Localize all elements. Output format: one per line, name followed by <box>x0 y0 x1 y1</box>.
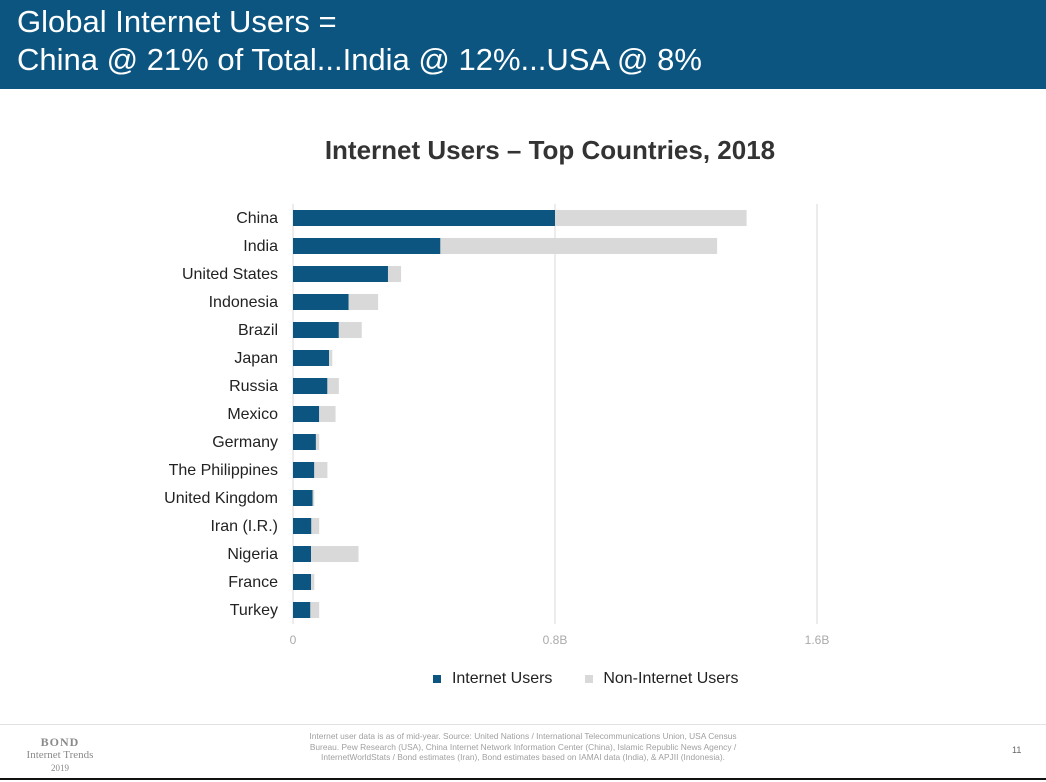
bar-non-internet-users-germany <box>315 434 320 450</box>
category-label-nigeria: Nigeria <box>227 546 278 563</box>
bar-non-internet-users-nigeria <box>311 546 359 562</box>
bar-internet-users-china <box>293 210 555 226</box>
footer-divider <box>0 724 1046 725</box>
bar-internet-users-the-philippines <box>293 462 315 478</box>
bar-non-internet-users-mexico <box>319 406 336 422</box>
bar-internet-users-nigeria <box>293 546 312 562</box>
bar-non-internet-users-the-philippines <box>314 462 328 478</box>
bar-non-internet-users-brazil <box>338 322 362 338</box>
brand-name: BOND <box>40 735 80 749</box>
x-tick-label-0: 0 <box>290 633 297 647</box>
chart-title: Internet Users – Top Countries, 2018 <box>324 135 776 165</box>
bar-non-internet-users-russia <box>327 378 339 394</box>
bar-non-internet-users-france <box>311 574 315 590</box>
category-label-russia: Russia <box>229 378 278 395</box>
category-label-united-kingdom: United Kingdom <box>164 490 278 507</box>
category-label-the-philippines: The Philippines <box>169 462 278 479</box>
legend-item-internet-users: Internet Users <box>433 670 552 688</box>
bar-non-internet-users-indonesia <box>348 294 379 310</box>
category-label-japan: Japan <box>234 350 278 367</box>
bar-internet-users-brazil <box>293 322 339 338</box>
bar-internet-users-iran-i-r <box>293 518 312 534</box>
legend-swatch-internet-users <box>433 675 442 683</box>
slide-title-line-2: China @ 21% of Total...India @ 12%...USA… <box>17 42 702 77</box>
bar-internet-users-united-states <box>293 266 388 282</box>
legend-swatch-non-internet-users <box>584 675 593 683</box>
legend-label-non-internet-users: Non-Internet Users <box>603 670 739 687</box>
bar-internet-users-germany <box>293 434 316 450</box>
bar-internet-users-indonesia <box>293 294 349 310</box>
category-label-iran-i-r: Iran (I.R.) <box>210 518 278 535</box>
source-note-line-1: Internet user data is as of mid-year. So… <box>309 731 737 741</box>
category-label-united-states: United States <box>182 266 278 283</box>
category-label-indonesia: Indonesia <box>209 294 278 311</box>
bar-internet-users-turkey <box>293 602 311 618</box>
category-label-turkey: Turkey <box>230 602 278 619</box>
category-label-brazil: Brazil <box>238 322 278 339</box>
bar-internet-users-france <box>293 574 312 590</box>
bar-internet-users-india <box>293 238 441 254</box>
category-label-germany: Germany <box>212 434 278 451</box>
chart-legend: Internet Users Non-Internet Users <box>0 670 1046 688</box>
bottom-border <box>0 778 1046 780</box>
bar-internet-users-united-kingdom <box>293 490 313 506</box>
brand-logo: BOND Internet Trends 2019 <box>18 736 102 775</box>
slide-header: Global Internet Users = China @ 21% of T… <box>0 0 1046 89</box>
x-tick-label-1: 0.8B <box>543 633 568 647</box>
legend-label-internet-users: Internet Users <box>451 670 553 687</box>
legend-item-non-internet-users: Non-Internet Users <box>584 670 739 688</box>
source-note-line-3: InternetWorldStats / Bond estimates (Ira… <box>321 752 725 762</box>
page-number: 11 <box>1012 745 1022 755</box>
brand-subtitle: Internet Trends <box>26 749 94 761</box>
category-label-china: China <box>236 210 278 227</box>
bar-non-internet-users-japan <box>329 350 333 366</box>
source-note-line-2: Bureau. Pew Research (USA), China Intern… <box>309 741 737 752</box>
bar-internet-users-mexico <box>293 406 320 422</box>
bar-non-internet-users-china <box>555 210 747 226</box>
source-note: Internet user data is as of mid-year. So… <box>250 731 796 763</box>
bar-internet-users-russia <box>293 378 328 394</box>
brand-year: 2019 <box>51 763 69 773</box>
bar-internet-users-japan <box>293 350 330 366</box>
category-label-france: France <box>228 574 278 591</box>
slide-title-line-1: Global Internet Users = <box>17 4 337 39</box>
bar-non-internet-users-united-states <box>387 266 402 282</box>
category-label-mexico: Mexico <box>227 406 278 423</box>
bar-non-internet-users-united-kingdom <box>312 490 315 506</box>
x-tick-label-2: 1.6B <box>805 633 830 647</box>
bar-non-internet-users-iran-i-r <box>311 518 320 534</box>
bar-non-internet-users-turkey <box>310 602 320 618</box>
category-label-india: India <box>243 238 278 255</box>
bar-non-internet-users-india <box>440 238 718 254</box>
